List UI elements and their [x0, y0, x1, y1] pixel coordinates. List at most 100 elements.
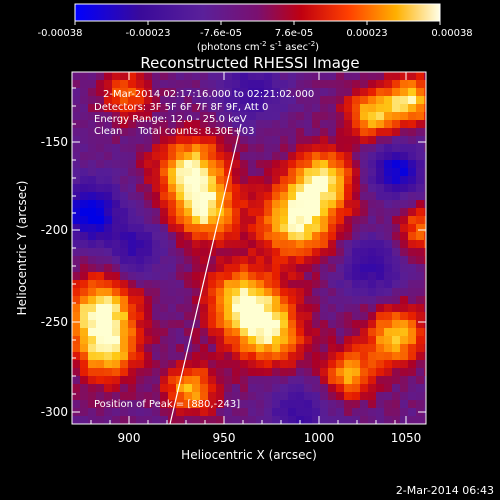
heatmap-pixel [104, 232, 113, 241]
heatmap-pixel [168, 120, 177, 129]
heatmap-pixel [352, 344, 361, 353]
heatmap-pixel [272, 328, 281, 337]
x-tick-label: 1000 [304, 431, 335, 445]
heatmap-pixel [160, 104, 169, 113]
heatmap-pixel [408, 264, 417, 273]
heatmap-pixel [344, 400, 353, 409]
heatmap-pixel [288, 240, 297, 249]
heatmap-pixel [256, 128, 265, 137]
heatmap-pixel [384, 248, 393, 257]
heatmap-pixel [352, 88, 361, 97]
heatmap-pixel [72, 112, 81, 121]
heatmap-pixel [312, 248, 321, 257]
heatmap-pixel [160, 88, 169, 97]
heatmap-pixel [88, 352, 97, 361]
heatmap-pixel [176, 184, 185, 193]
heatmap-pixel [352, 136, 361, 145]
heatmap-pixel [104, 104, 113, 113]
heatmap-pixel [328, 280, 337, 289]
heatmap-pixel [424, 360, 426, 369]
heatmap-pixel [144, 128, 153, 137]
heatmap-pixel [280, 192, 289, 201]
heatmap-pixel [224, 320, 233, 329]
heatmap-pixel [392, 120, 401, 129]
heatmap-pixel [192, 88, 201, 97]
heatmap-pixel [336, 352, 345, 361]
heatmap-pixel [112, 408, 121, 417]
heatmap-pixel [296, 336, 305, 345]
heatmap-pixel [224, 232, 233, 241]
heatmap-pixel [216, 96, 225, 105]
heatmap-pixel [192, 288, 201, 297]
heatmap-pixel [320, 112, 329, 121]
heatmap-pixel [400, 216, 409, 225]
heatmap-pixel [392, 312, 401, 321]
heatmap-pixel [200, 336, 209, 345]
heatmap-pixel [384, 272, 393, 281]
heatmap-pixel [248, 280, 257, 289]
heatmap-pixel [336, 240, 345, 249]
heatmap-pixel [200, 360, 209, 369]
heatmap-pixel [288, 104, 297, 113]
heatmap-pixel [368, 144, 377, 153]
heatmap-pixel [408, 208, 417, 217]
heatmap-pixel [424, 240, 426, 249]
heatmap-pixel [360, 296, 369, 305]
heatmap-pixel [272, 272, 281, 281]
heatmap-pixel [80, 168, 89, 177]
heatmap-pixel [272, 400, 281, 409]
heatmap-pixel [288, 400, 297, 409]
heatmap-pixel [304, 280, 313, 289]
heatmap-pixel [176, 288, 185, 297]
heatmap-pixel [96, 384, 105, 393]
heatmap-pixel [216, 416, 225, 424]
heatmap-pixel [400, 320, 409, 329]
heatmap-pixel [216, 80, 225, 89]
heatmap-pixel [104, 184, 113, 193]
heatmap-pixel [168, 280, 177, 289]
heatmap-pixel [280, 416, 289, 424]
heatmap-pixel [120, 408, 129, 417]
heatmap-pixel [224, 384, 233, 393]
heatmap-pixel [240, 152, 249, 161]
heatmap-pixel [112, 368, 121, 377]
heatmap-pixel [344, 376, 353, 385]
heatmap-pixel [248, 400, 257, 409]
heatmap-pixel [280, 376, 289, 385]
heatmap-pixel [336, 384, 345, 393]
heatmap-pixel [144, 248, 153, 257]
heatmap-pixel [320, 176, 329, 185]
heatmap-pixel [352, 248, 361, 257]
heatmap-pixel [264, 112, 273, 121]
heatmap-pixel [408, 392, 417, 401]
heatmap-pixel [176, 384, 185, 393]
heatmap-pixel [120, 200, 129, 209]
heatmap-pixel [120, 248, 129, 257]
heatmap-pixel [104, 280, 113, 289]
heatmap-pixel [120, 272, 129, 281]
heatmap-pixel [424, 128, 426, 137]
heatmap-pixel [248, 288, 257, 297]
heatmap-pixel [368, 400, 377, 409]
heatmap-pixel [352, 272, 361, 281]
heatmap-pixel [360, 240, 369, 249]
heatmap-pixel [240, 280, 249, 289]
heatmap-pixel [200, 200, 209, 209]
heatmap-pixel [112, 168, 121, 177]
heatmap-pixel [312, 216, 321, 225]
heatmap-pixel [408, 136, 417, 145]
heatmap-pixel [80, 176, 89, 185]
heatmap-pixel [264, 184, 273, 193]
heatmap-pixel [368, 312, 377, 321]
heatmap-pixel [352, 416, 361, 424]
heatmap-pixel [168, 416, 177, 424]
heatmap-pixel [344, 264, 353, 273]
heatmap-pixel [304, 272, 313, 281]
heatmap-pixel [336, 256, 345, 265]
heatmap-pixel [208, 288, 217, 297]
heatmap-pixel [240, 256, 249, 265]
heatmap-pixel [144, 200, 153, 209]
heatmap-pixel [136, 240, 145, 249]
heatmap-pixel [272, 240, 281, 249]
heatmap-pixel [144, 216, 153, 225]
